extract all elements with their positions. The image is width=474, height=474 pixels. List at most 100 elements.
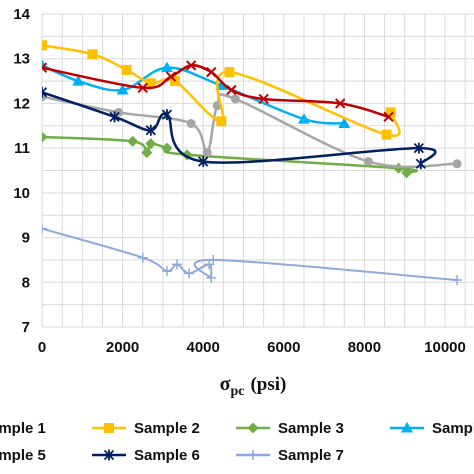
legend-label: Sample 3 bbox=[278, 420, 344, 437]
legend-label: Sample 1 bbox=[0, 420, 46, 437]
data-point bbox=[145, 138, 157, 150]
y-tick-label: 14 bbox=[13, 6, 30, 23]
x-tick-label: 2000 bbox=[106, 339, 139, 356]
x-axis-label-subscript: pc bbox=[230, 384, 244, 399]
data-point bbox=[184, 268, 195, 279]
x-tick-label: 6000 bbox=[267, 339, 300, 356]
legend-item: Sample 1 bbox=[0, 420, 46, 437]
data-point bbox=[224, 67, 235, 78]
y-tick-label: 12 bbox=[13, 95, 30, 112]
data-point bbox=[258, 93, 269, 105]
data-point bbox=[42, 62, 48, 73]
data-point bbox=[116, 84, 129, 95]
series-6 bbox=[42, 86, 437, 170]
x-tick-labels: 0 2000 4000 6000 8000 10000 bbox=[38, 339, 466, 356]
legend-item: Sample 7 bbox=[236, 447, 344, 464]
y-tick-label: 11 bbox=[14, 140, 30, 157]
data-point bbox=[297, 113, 310, 124]
data-point bbox=[161, 109, 173, 121]
series-line bbox=[42, 135, 419, 174]
legend-label: Sample 2 bbox=[134, 420, 200, 437]
data-point bbox=[413, 142, 424, 154]
legend-label: Sample 5 bbox=[0, 447, 46, 464]
legend-item: Sample 3 bbox=[236, 420, 344, 437]
data-point bbox=[415, 158, 426, 170]
data-point bbox=[185, 60, 197, 71]
y-tick-label: 9 bbox=[22, 230, 30, 247]
x-axis-label-symbol: σ bbox=[220, 373, 231, 395]
series-line bbox=[42, 227, 458, 281]
series-3 bbox=[42, 131, 419, 179]
data-point bbox=[42, 223, 47, 234]
data-point bbox=[121, 64, 132, 75]
series-5 bbox=[42, 92, 462, 169]
legend-item: Sample 4 bbox=[390, 420, 474, 437]
data-point bbox=[42, 40, 47, 51]
x-tick-label: 4000 bbox=[187, 339, 220, 356]
data-point bbox=[385, 107, 396, 118]
series-1 bbox=[42, 60, 394, 123]
legend-item: Sample 2 bbox=[92, 420, 200, 437]
data-point bbox=[452, 275, 463, 286]
legend-marker bbox=[247, 422, 259, 434]
data-point bbox=[145, 78, 156, 89]
data-point bbox=[127, 135, 139, 147]
data-point bbox=[206, 272, 217, 283]
data-point bbox=[383, 111, 394, 123]
legend-label: Sample 6 bbox=[134, 447, 200, 464]
data-point bbox=[137, 82, 148, 93]
data-point bbox=[87, 49, 98, 60]
data-point bbox=[202, 148, 212, 158]
data-point bbox=[42, 131, 48, 143]
x-axis-label-unit: (psi) bbox=[250, 374, 286, 395]
data-point bbox=[160, 61, 173, 73]
series-7 bbox=[42, 223, 463, 286]
series-line bbox=[42, 44, 401, 138]
series-4 bbox=[42, 59, 351, 129]
y-tick-label: 8 bbox=[22, 274, 30, 291]
legend-item: Sample 6 bbox=[92, 447, 200, 464]
legend-marker bbox=[103, 449, 115, 461]
data-point bbox=[161, 142, 173, 154]
data-point bbox=[206, 66, 217, 78]
legend-label: Sample 7 bbox=[278, 447, 344, 464]
data-point bbox=[109, 111, 120, 123]
data-point bbox=[216, 116, 227, 127]
legend: Sample 1 Sample 2 Sample 3 Sample 4 Sample 5… bbox=[0, 420, 474, 464]
x-tick-label: 8000 bbox=[348, 339, 381, 356]
data-point bbox=[145, 124, 156, 136]
x-tick-label: 0 bbox=[38, 339, 46, 356]
series-layer bbox=[42, 40, 463, 286]
y-tick-labels: 7 8 9 10 11 12 13 14 bbox=[13, 6, 30, 336]
data-point bbox=[141, 147, 153, 159]
y-tick-label: 10 bbox=[13, 185, 30, 202]
data-point bbox=[72, 75, 85, 86]
series-line bbox=[42, 93, 458, 169]
data-point bbox=[161, 266, 172, 277]
legend-marker bbox=[104, 423, 114, 433]
data-point bbox=[230, 94, 240, 104]
legend-marker bbox=[248, 450, 258, 460]
y-tick-label: 13 bbox=[13, 51, 30, 68]
x-axis-label: σpc (psi) bbox=[220, 373, 287, 399]
y-tick-label: 7 bbox=[22, 319, 30, 336]
data-point bbox=[226, 84, 237, 96]
legend-marker bbox=[401, 422, 413, 433]
grid bbox=[41, 13, 474, 328]
data-point bbox=[165, 71, 177, 82]
legend-label: Sample 4 bbox=[432, 420, 474, 437]
data-point bbox=[42, 86, 48, 98]
data-point bbox=[401, 167, 413, 179]
series-line bbox=[42, 64, 345, 125]
data-point bbox=[198, 156, 209, 168]
data-point bbox=[363, 157, 373, 167]
data-point bbox=[186, 119, 196, 129]
x-tick-label: 10000 bbox=[424, 339, 466, 356]
data-point bbox=[381, 129, 392, 140]
data-point bbox=[338, 117, 351, 129]
data-point bbox=[137, 252, 148, 263]
data-point bbox=[335, 98, 346, 109]
data-point bbox=[452, 159, 462, 169]
data-point bbox=[172, 259, 183, 270]
